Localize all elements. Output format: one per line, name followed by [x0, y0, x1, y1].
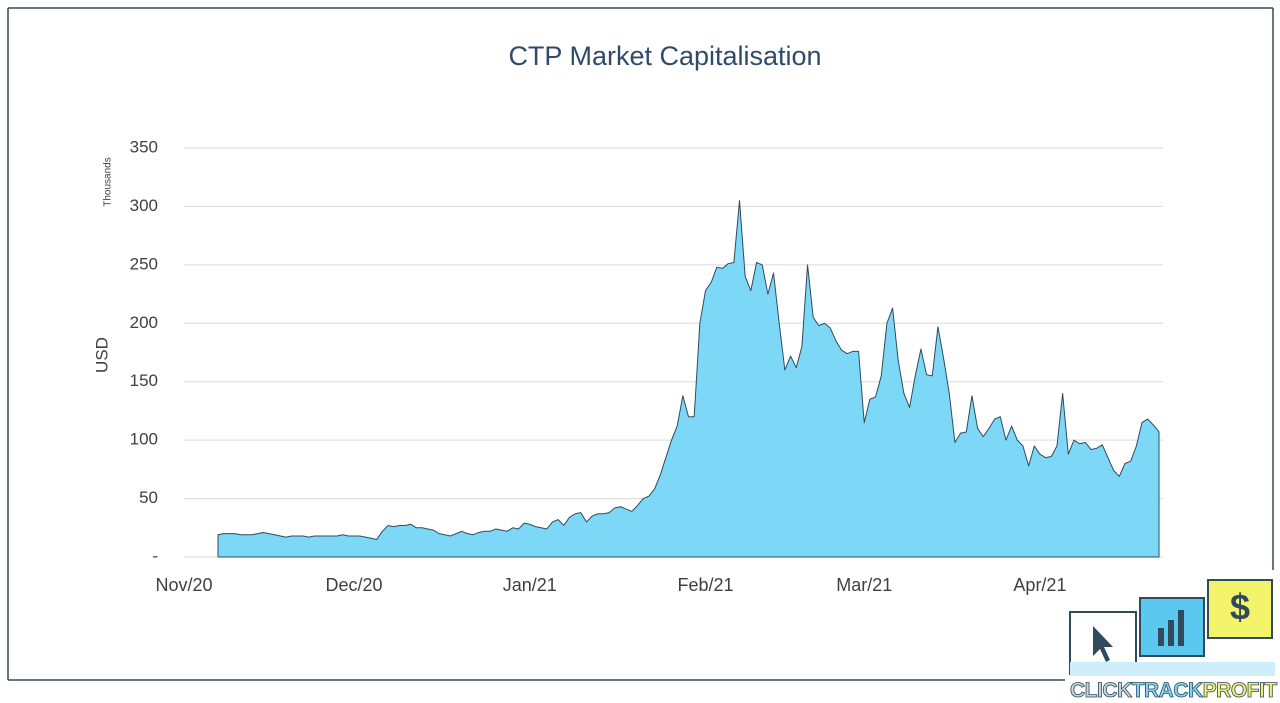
y-axis-label: USD — [92, 337, 111, 373]
y-tick-label: 250 — [130, 254, 158, 273]
logo-strip — [1070, 662, 1275, 676]
x-tick-label: Mar/21 — [836, 575, 892, 595]
x-tick-label: Apr/21 — [1013, 575, 1066, 595]
logo-bar — [1168, 620, 1174, 646]
logo-text: CLICKTRACKPROFIT — [1070, 679, 1277, 702]
logo-box — [1139, 597, 1205, 657]
x-tick-label: Feb/21 — [677, 575, 733, 595]
logo: $ CLICKTRACKPROFIT — [1069, 579, 1278, 702]
area — [217, 200, 1160, 558]
logo-box — [1207, 579, 1273, 639]
x-tick-label: Nov/20 — [155, 575, 212, 595]
y-tick-label: 200 — [130, 313, 158, 332]
logo-bar — [1158, 628, 1164, 646]
y-tick-label: 150 — [130, 371, 158, 390]
logo-dollar: $ — [1230, 587, 1250, 628]
chart-title: CTP Market Capitalisation — [508, 41, 821, 71]
y-tick-label: 350 — [130, 137, 158, 156]
y-tick-label: 300 — [130, 196, 158, 215]
frame — [7, 7, 1274, 681]
logo-cursor — [1093, 626, 1113, 662]
logo-word: TRACK — [1132, 679, 1203, 702]
y-tick-label: 100 — [130, 430, 158, 449]
y-axis-unit: Thousands — [103, 157, 114, 206]
x-tick-label: Dec/20 — [326, 575, 383, 595]
logo-word: CLICK — [1070, 679, 1132, 702]
logo-word: PROFIT — [1203, 679, 1278, 702]
logo-bar — [1178, 610, 1184, 646]
y-tick-label: 50 — [139, 488, 158, 507]
x-tick-label: Jan/21 — [503, 575, 557, 595]
plot-area: - 50 100 150 200 250 300 350 Nov/20 Dec/20 Jan/21 F… — [130, 137, 1163, 595]
y-tick-label: - — [152, 546, 158, 565]
